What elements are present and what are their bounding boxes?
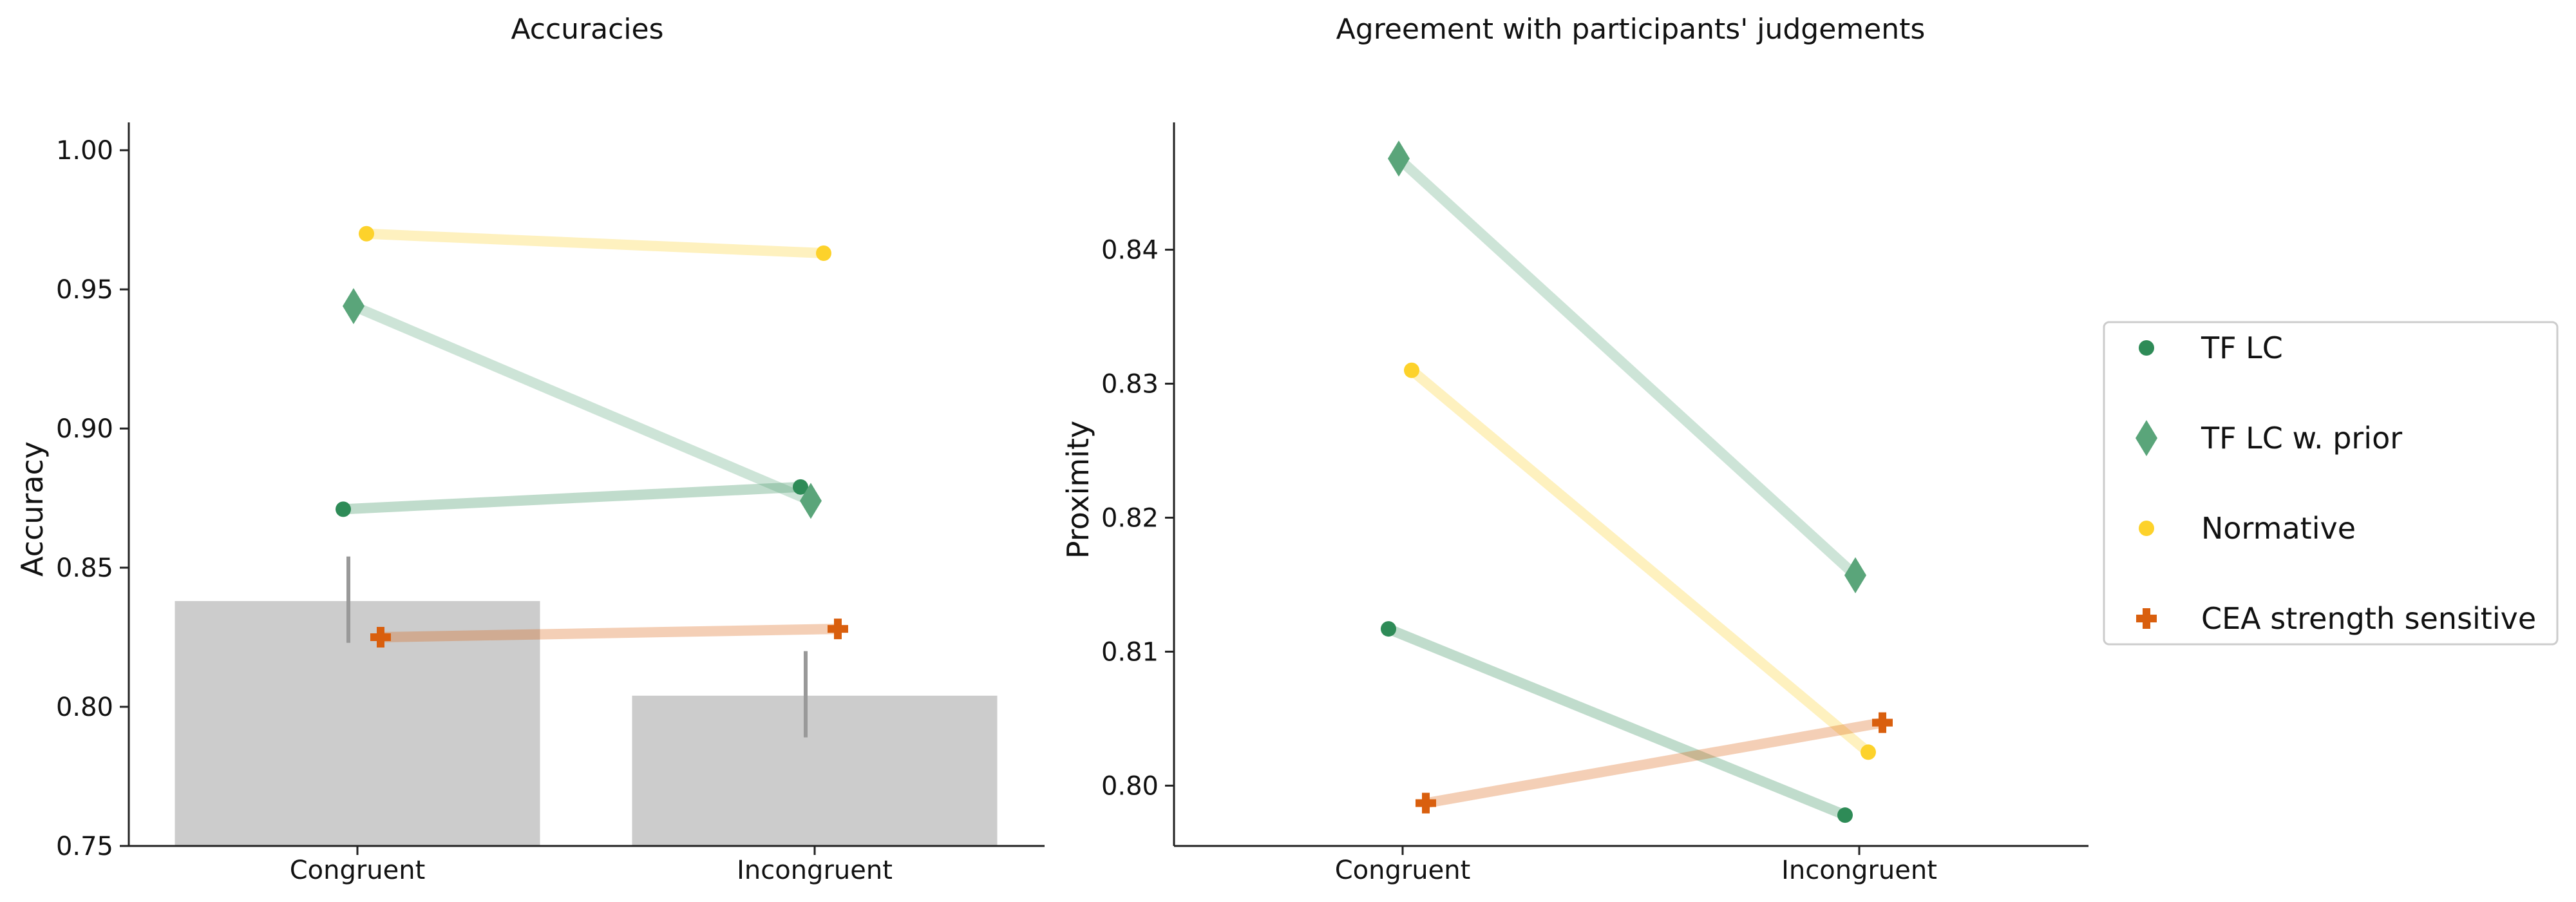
normative-point-congruent bbox=[1404, 363, 1419, 378]
legend: TF LC TF LC w. prior Normative CEA strength… bbox=[2104, 322, 2557, 644]
y-ticks: 0.80 0.81 0.82 0.83 0.84 bbox=[1101, 236, 1174, 801]
normative-point-incongruent bbox=[1861, 744, 1876, 760]
y-tick-label: 0.83 bbox=[1101, 370, 1159, 399]
cea-strength-sensitive-point-incongruent bbox=[828, 619, 848, 639]
accuracies-chart: Accuracies Accuracy 0.75 0.80 0.85 0.90 0.95… bbox=[15, 13, 1045, 885]
tf-lc-w-prior-point-congruent bbox=[343, 288, 365, 324]
model-markers bbox=[1381, 140, 1893, 823]
y-tick-label: 0.90 bbox=[56, 414, 113, 444]
tf-lc-point-congruent bbox=[1381, 621, 1396, 637]
cea-strength-sensitive-point-congruent bbox=[1416, 792, 1436, 813]
normative-line bbox=[366, 234, 824, 253]
agreement-title: Agreement with participants' judgements bbox=[1336, 13, 1926, 46]
x-ticks: Congruent Incongruent bbox=[290, 846, 893, 885]
tf-lc-point-congruent bbox=[336, 501, 351, 517]
legend-marker-tf-lc bbox=[2139, 340, 2154, 356]
x-tick-congruent: Congruent bbox=[290, 856, 426, 885]
y-tick-label: 0.80 bbox=[56, 693, 113, 722]
y-tick-label: 0.84 bbox=[1101, 236, 1159, 265]
model-lines bbox=[343, 234, 838, 637]
normative-point-congruent bbox=[359, 226, 374, 242]
model-markers bbox=[336, 226, 848, 648]
x-ticks: Congruent Incongruent bbox=[1335, 846, 1937, 885]
participant-bars bbox=[175, 557, 998, 846]
legend-label-cea-strength-sensitive: CEA strength sensitive bbox=[2201, 601, 2536, 636]
normative-line bbox=[1412, 370, 1868, 753]
legend-label-normative: Normative bbox=[2201, 511, 2356, 546]
tf-lc-w-prior-line bbox=[354, 306, 811, 501]
legend-frame bbox=[2104, 322, 2557, 644]
x-tick-incongruent: Incongruent bbox=[1781, 856, 1937, 885]
tf-lc-line bbox=[1388, 629, 1845, 815]
tf-lc-w-prior-line bbox=[1399, 158, 1855, 575]
tf-lc-line bbox=[343, 487, 800, 510]
y-tick-label: 0.95 bbox=[56, 275, 113, 305]
agreement-chart: Agreement with participants' judgements … bbox=[1061, 13, 2088, 885]
x-tick-congruent: Congruent bbox=[1335, 856, 1471, 885]
x-tick-incongruent: Incongruent bbox=[737, 856, 893, 885]
normative-point-incongruent bbox=[816, 245, 831, 261]
y-tick-label: 0.75 bbox=[56, 832, 113, 861]
y-tick-label: 0.80 bbox=[1101, 771, 1159, 801]
y-tick-label: 1.00 bbox=[56, 136, 113, 166]
model-lines bbox=[1388, 158, 1882, 815]
y-tick-label: 0.85 bbox=[56, 553, 113, 583]
accuracies-title: Accuracies bbox=[511, 13, 663, 46]
legend-label-tf-lc-w-prior: TF LC w. prior bbox=[2201, 421, 2402, 456]
y-tick-label: 0.82 bbox=[1101, 503, 1159, 533]
tf-lc-point-incongruent bbox=[1837, 807, 1853, 823]
accuracy-axis-label: Accuracy bbox=[15, 441, 50, 577]
legend-label-tf-lc: TF LC bbox=[2201, 331, 2283, 365]
y-ticks: 0.75 0.80 0.85 0.90 0.95 1.00 bbox=[56, 136, 129, 861]
proximity-axis-label: Proximity bbox=[1061, 421, 1095, 559]
bar-incongruent bbox=[632, 696, 998, 846]
legend-marker-normative bbox=[2139, 521, 2154, 536]
y-tick-label: 0.81 bbox=[1101, 637, 1159, 667]
cea-strength-sensitive-point-incongruent bbox=[1872, 713, 1893, 733]
